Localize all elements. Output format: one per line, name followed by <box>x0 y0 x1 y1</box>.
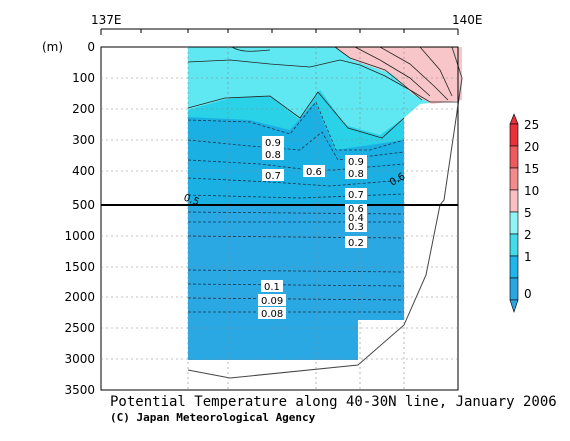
contour-label: 0.5 <box>182 192 201 208</box>
y-tick-labels: 0 100 200 300 400 500 1000 1500 2000 250… <box>64 40 95 397</box>
colorbar-label: 1 <box>524 250 532 264</box>
colorbar-bottom-cap <box>509 299 519 313</box>
colorbar-label: 25 <box>524 118 539 132</box>
contour-label: 0.6 <box>303 165 325 178</box>
y-tick-label: 3000 <box>64 352 95 366</box>
colorbar-label: 10 <box>524 184 539 198</box>
colorbar-swatch <box>509 211 519 235</box>
contour-label: 0.8 <box>262 148 284 161</box>
contour-label: 0.4 <box>345 213 367 224</box>
colorbar-label: 2 <box>524 228 532 242</box>
svg-text:0.9: 0.9 <box>348 157 364 168</box>
x-tick-right: 140E <box>452 13 483 27</box>
y-tick-label: 0 <box>87 40 95 54</box>
colorbar-label: 5 <box>524 206 532 220</box>
contour-label: 0.9 <box>262 136 284 149</box>
colorbar-swatch <box>509 123 519 147</box>
contour-label: 0.08 <box>258 307 286 320</box>
y-tick-label: 2000 <box>64 290 95 304</box>
plot-frame <box>100 46 459 391</box>
credit-line: (C) Japan Meteorological Agency <box>110 411 316 424</box>
seafloor-line <box>187 46 463 379</box>
svg-text:0.4: 0.4 <box>348 213 364 224</box>
warm-current-region <box>335 47 462 104</box>
y-tick-label: 3500 <box>64 383 95 397</box>
x-tick-left: 137E <box>91 13 122 27</box>
top-axis-ticks <box>100 29 459 35</box>
colorbar-swatch <box>509 277 519 301</box>
contour-label: 0.2 <box>345 236 367 249</box>
svg-text:0.8: 0.8 <box>265 150 281 161</box>
temperature-field <box>187 46 463 379</box>
contour-label: 0.3 <box>345 222 367 233</box>
y-tick-label: 100 <box>72 71 95 85</box>
y-tick-label: 200 <box>72 102 95 116</box>
svg-text:0.09: 0.09 <box>261 296 283 307</box>
svg-text:0.8: 0.8 <box>348 169 364 180</box>
colorbar-swatch <box>509 167 519 191</box>
deep-water-region <box>188 205 404 360</box>
contour-label: 0.9 <box>345 155 367 168</box>
colorbar: 25 20 15 10 5 2 1 0 <box>509 113 539 313</box>
thermocline-region <box>188 102 404 205</box>
contour-value-labels: 0.9 0.8 0.7 0.6 0.9 0.8 0.7 0.6 0.5 0.6 … <box>182 136 407 320</box>
contour-label: 0.6 <box>345 204 367 215</box>
y-tick-label: 300 <box>72 133 95 147</box>
svg-text:0.1: 0.1 <box>264 282 280 293</box>
contour-lines <box>187 46 458 139</box>
y-tick-label: 1000 <box>64 229 95 243</box>
svg-text:0.08: 0.08 <box>261 309 283 320</box>
svg-text:0.6: 0.6 <box>348 204 364 215</box>
y-tick-label: 400 <box>72 164 95 178</box>
colorbar-label: 15 <box>524 162 539 176</box>
svg-text:0.6: 0.6 <box>306 167 322 178</box>
y-tick-label: 2500 <box>64 321 95 335</box>
colorbar-label: 20 <box>524 140 539 154</box>
chart-title: Potential Temperature along 40-30N line,… <box>110 394 557 410</box>
svg-text:0.2: 0.2 <box>348 238 364 249</box>
svg-text:0.7: 0.7 <box>348 190 364 201</box>
colorbar-swatch <box>509 145 519 169</box>
contour-label: 0.7 <box>345 188 367 201</box>
colorbar-swatch <box>509 255 519 279</box>
y-axis-unit: (m) <box>42 40 63 54</box>
colorbar-top-cap <box>509 113 519 125</box>
contour-label: 0.7 <box>262 169 284 182</box>
colorbar-label: 0 <box>524 287 532 301</box>
svg-text:0.9: 0.9 <box>265 138 281 149</box>
contour-label: 0.09 <box>258 294 286 307</box>
colorbar-swatch <box>509 189 519 213</box>
svg-text:0.7: 0.7 <box>265 171 281 182</box>
contour-label: 0.8 <box>345 167 367 180</box>
svg-text:0.3: 0.3 <box>348 222 364 233</box>
y-tick-label: 1500 <box>64 260 95 274</box>
svg-text:0.5: 0.5 <box>182 192 201 208</box>
y-tick-label: 500 <box>72 198 95 212</box>
colorbar-swatch <box>509 233 519 257</box>
contour-label: 0.1 <box>261 280 283 293</box>
